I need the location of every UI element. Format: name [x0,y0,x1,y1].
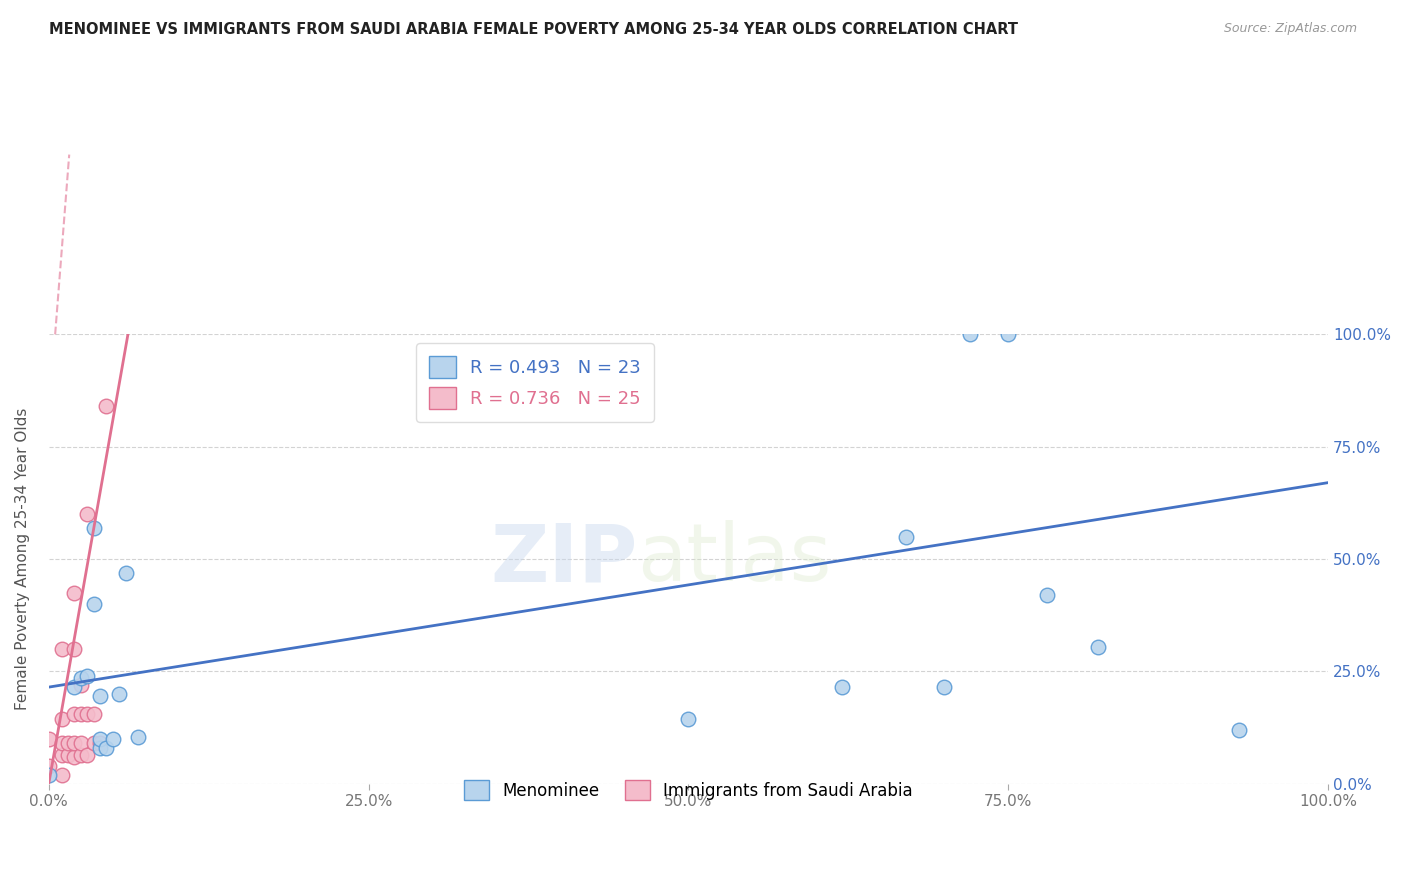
Point [83,707,105,722]
Point [51,747,73,762]
Point [63,680,86,694]
Legend: Menominee, Immigrants from Saudi Arabia: Menominee, Immigrants from Saudi Arabia [457,773,920,807]
Point [69,678,91,692]
Point [69,736,91,750]
Point [934,680,956,694]
Point [63,641,86,656]
Point [63,707,86,722]
Point [83,597,105,611]
Point [831,680,853,694]
Point [96,399,118,413]
Point [63,586,86,600]
Text: MENOMINEE VS IMMIGRANTS FROM SAUDI ARABIA FEMALE POVERTY AMONG 25-34 YEAR OLDS C: MENOMINEE VS IMMIGRANTS FROM SAUDI ARABI… [49,22,1018,37]
Point [51,641,73,656]
Point [89,689,111,703]
Point [69,671,91,685]
Point [38,768,60,782]
Point [894,530,917,544]
Point [69,707,91,722]
Point [63,749,86,764]
Point [108,687,131,701]
Point [959,327,981,342]
Point [1087,640,1109,654]
Point [127,730,149,744]
Point [114,566,136,580]
Point [76,747,98,762]
Point [38,731,60,746]
Point [63,736,86,750]
Point [89,736,111,750]
Text: ZIP: ZIP [491,520,637,598]
Point [56,736,79,750]
Point [1035,588,1057,602]
Point [76,507,98,521]
Y-axis label: Female Poverty Among 25-34 Year Olds: Female Poverty Among 25-34 Year Olds [15,408,30,710]
Point [678,712,700,726]
Point [89,740,111,755]
Text: Source: ZipAtlas.com: Source: ZipAtlas.com [1223,22,1357,36]
Point [83,736,105,750]
Point [38,758,60,772]
Point [89,731,111,746]
Point [997,327,1019,342]
Point [101,731,124,746]
Point [51,768,73,782]
Point [76,707,98,722]
Point [83,520,105,534]
Point [69,747,91,762]
Point [51,712,73,726]
Point [56,747,79,762]
Text: atlas: atlas [637,520,831,598]
Point [51,736,73,750]
Point [76,669,98,683]
Point [96,740,118,755]
Point [1227,723,1250,737]
